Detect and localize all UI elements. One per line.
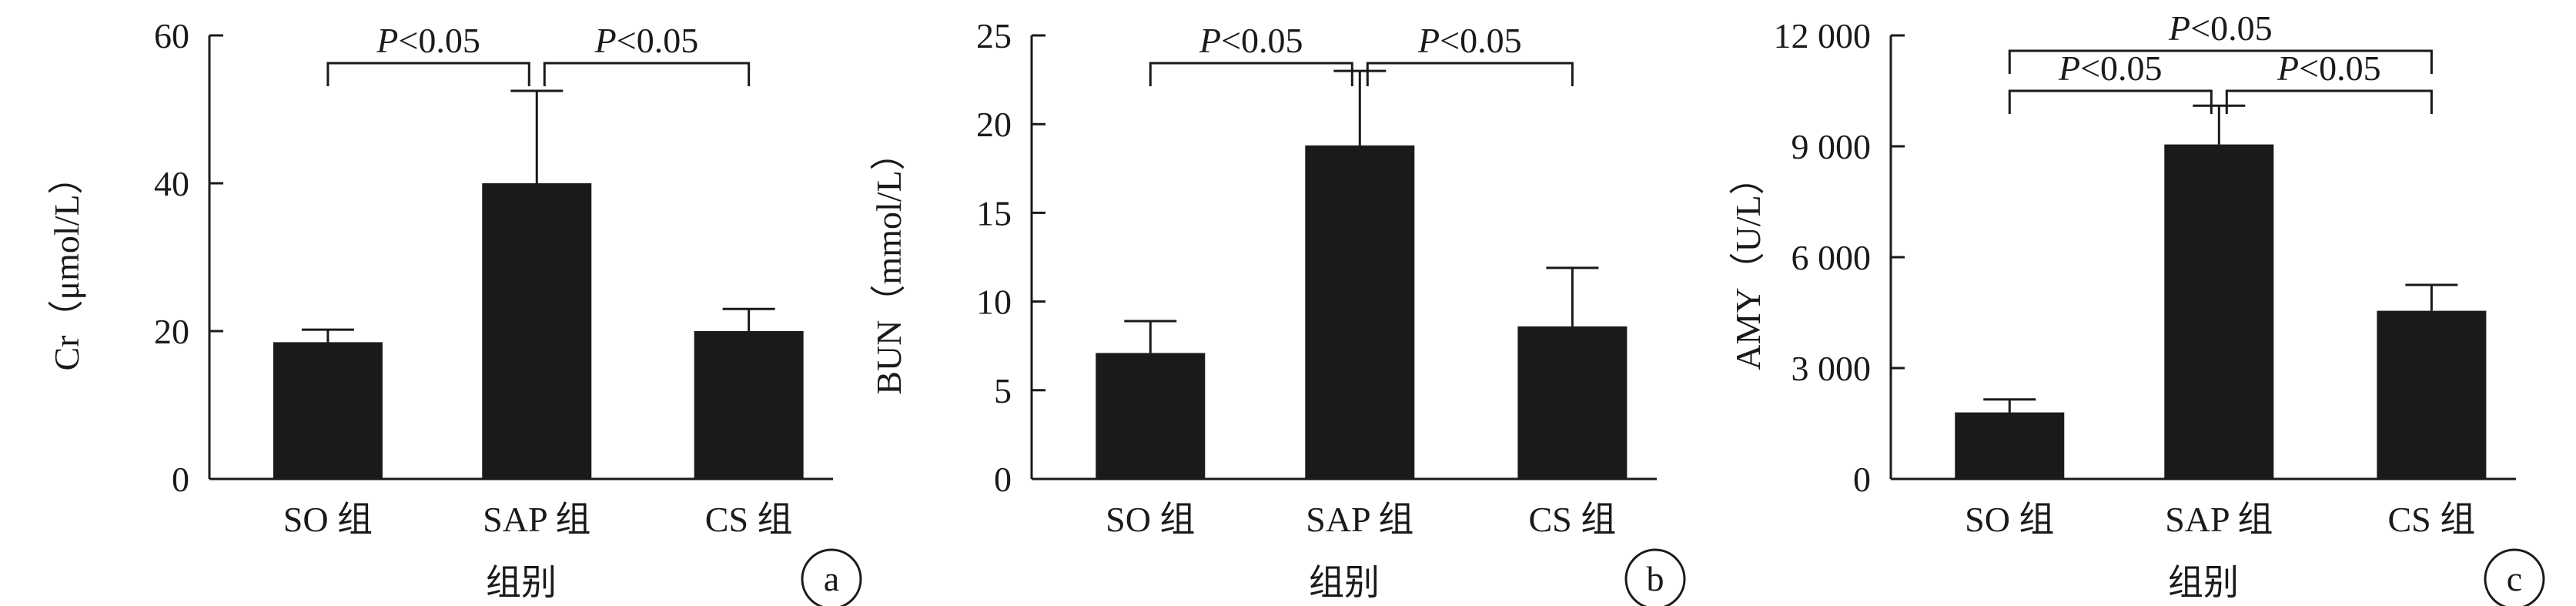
bar xyxy=(694,331,804,479)
significance-label: P<0.05 xyxy=(594,21,699,60)
y-tick-label: 10 xyxy=(976,283,1012,322)
x-axis-label: 组别 xyxy=(2168,563,2239,602)
panel-label: b xyxy=(1647,559,1664,598)
bar xyxy=(482,183,592,479)
x-tick-label: SAP 组 xyxy=(1306,500,1413,539)
x-tick-label: CS 组 xyxy=(1528,500,1616,539)
y-tick-label: 15 xyxy=(976,193,1012,233)
y-tick-label: 0 xyxy=(994,460,1012,499)
significance-label: P<0.05 xyxy=(376,21,480,60)
significance-bracket xyxy=(326,62,530,86)
significance-label: P<0.05 xyxy=(2058,49,2163,88)
bar xyxy=(1517,326,1628,479)
x-tick-label: CS 组 xyxy=(705,500,793,539)
significance-bracket xyxy=(2008,89,2213,114)
significance-label: P<0.05 xyxy=(2168,8,2273,48)
y-tick-label: 20 xyxy=(976,105,1012,144)
y-axis-label: Cr（μmol/L） xyxy=(47,159,86,370)
y-tick-label: 0 xyxy=(1853,460,1871,499)
chart-panel-c: 0 3 000 6 000 9 000 12 000 AMY（U/L） SO 组 SAP 组 C… xyxy=(1728,8,2545,606)
significance-bracket xyxy=(1149,62,1353,86)
significance-label: P<0.05 xyxy=(1417,21,1522,60)
x-tick-label: SO 组 xyxy=(1106,500,1195,539)
significance-bracket xyxy=(543,62,751,86)
bar xyxy=(1955,412,2065,479)
bar xyxy=(273,342,383,479)
panel-label-circle xyxy=(2484,548,2545,606)
y-tick-label: 40 xyxy=(154,164,189,203)
bar xyxy=(1305,145,1415,479)
y-tick-label: 12 000 xyxy=(1774,16,1872,55)
y-axis-label: AMY（U/L） xyxy=(1728,159,1768,370)
x-tick-label: SAP 组 xyxy=(2165,500,2273,539)
panel-label-circle xyxy=(1624,548,1686,606)
bar xyxy=(1096,353,1206,479)
x-axis-label: 组别 xyxy=(1309,563,1380,602)
significance-bracket xyxy=(2008,49,2433,74)
panel-label: c xyxy=(2507,559,2522,598)
x-tick-label: SO 组 xyxy=(283,500,373,539)
y-tick-label: 0 xyxy=(172,460,189,499)
panel-label-circle xyxy=(801,548,862,606)
y-tick-label: 60 xyxy=(154,16,189,55)
chart-panel-b: 0 5 10 15 20 25 BUN（mmol/L） SO 组 SAP 组 CS 组组别 P<0.… xyxy=(869,16,1686,606)
y-tick-label: 6 000 xyxy=(1791,238,1872,277)
y-tick-label: 25 xyxy=(976,16,1012,55)
significance-bracket xyxy=(2225,89,2433,114)
y-tick-label: 5 xyxy=(994,371,1012,410)
y-axis-label: BUN（mmol/L） xyxy=(869,135,908,394)
panel-label: a xyxy=(824,559,839,598)
chart-panel-a: 0 20 40 60 Cr（μmol/L） SO 组 SAP 组 CS 组组别 P<0.05 P<… xyxy=(47,16,862,606)
y-tick-label: 9 000 xyxy=(1791,127,1872,166)
significance-label: P<0.05 xyxy=(1199,21,1303,60)
x-tick-label: SAP 组 xyxy=(483,500,590,539)
y-tick-label: 3 000 xyxy=(1791,349,1872,388)
x-tick-label: CS 组 xyxy=(2387,500,2475,539)
x-axis-label: 组别 xyxy=(486,563,557,602)
x-tick-label: SO 组 xyxy=(1965,500,2054,539)
y-tick-label: 20 xyxy=(154,312,189,351)
significance-label: P<0.05 xyxy=(2277,49,2381,88)
bar xyxy=(2377,310,2487,479)
bar xyxy=(2164,144,2274,479)
significance-bracket xyxy=(1366,62,1574,86)
